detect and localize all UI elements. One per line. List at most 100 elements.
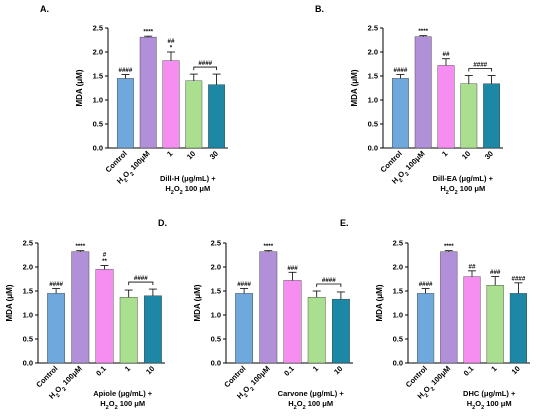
panel-a: A.MDA (μM)0.00.51.01.52.02.5####Control*… [40, 4, 228, 196]
x-axis-title-line2: H2O2 100 μM [440, 184, 485, 196]
y-tick-label: 1.0 [368, 96, 378, 105]
x-axis-title-line2: H2O2 100 μM [288, 399, 333, 411]
bar [391, 78, 409, 149]
x-axis-title-line1: DHC (μg/mL) + [463, 389, 516, 398]
bar [208, 84, 226, 149]
panel-letter: D. [158, 218, 167, 228]
y-tick-label: 0.0 [368, 144, 378, 153]
y-tick-label: 2.5 [393, 239, 403, 248]
y-tick-label: 1.5 [211, 287, 221, 296]
y-tick-label: 2.5 [93, 24, 103, 33]
bar [71, 251, 90, 364]
y-tick-label: 1.5 [93, 72, 103, 81]
significance-bracket [128, 281, 154, 286]
y-axis-title: MDA (μM) [193, 284, 202, 321]
y-tick-label: 0.5 [23, 335, 33, 344]
bar [463, 276, 481, 364]
y-tick-label: 2.5 [211, 239, 221, 248]
panel-letter: B. [315, 4, 324, 14]
y-tick-label: 2.0 [368, 48, 378, 57]
x-tick-label: 10 [460, 149, 472, 161]
y-tick-label: 0.0 [211, 359, 221, 368]
y-tick-label: 1.5 [393, 287, 403, 296]
x-tick-label: 1 [123, 364, 132, 373]
bar [139, 36, 157, 149]
bar [162, 60, 180, 149]
y-tick-label: 1.0 [393, 311, 403, 320]
significance-label: ### [490, 269, 501, 276]
bar [143, 295, 162, 364]
y-tick-label: 2.0 [393, 263, 403, 272]
significance-label: ## [443, 51, 450, 58]
bar [417, 293, 435, 364]
bar [119, 297, 138, 364]
y-tick-label: 0.5 [368, 120, 378, 129]
x-axis-title-line1: Dill-EA (μg/mL) + [433, 174, 494, 183]
x-tick-label: 30 [208, 149, 220, 161]
bar [460, 83, 478, 149]
panel-letter: A. [40, 4, 49, 14]
bracket-label: #### [134, 275, 148, 282]
bar [307, 297, 326, 364]
x-axis-title-line1: Dill-H (μg/mL) + [160, 174, 216, 183]
bar [440, 251, 458, 364]
bar [331, 298, 350, 364]
significance-label: #### [419, 281, 433, 288]
significance-label: #### [512, 275, 526, 282]
y-tick-label: 2.0 [211, 263, 221, 272]
y-axis-title: MDA (μM) [75, 69, 84, 106]
significance-bracket [468, 68, 492, 72]
x-axis-title-line2: H2O2 100 μM [100, 399, 145, 411]
significance-label: **** [263, 243, 273, 250]
y-tick-label: 2.0 [23, 263, 33, 272]
y-tick-label: 1.0 [211, 311, 221, 320]
y-axis-title: MDA (μM) [375, 284, 384, 321]
bar [414, 36, 432, 149]
panel-letter: E. [340, 218, 349, 228]
significance-label: **** [75, 243, 85, 250]
x-tick-label: 10 [144, 364, 156, 376]
y-tick-label: 0.0 [93, 144, 103, 153]
y-tick-label: 0.5 [211, 335, 221, 344]
significance-label: **** [143, 29, 153, 36]
x-axis-title-line2: H2O2 100 μM [467, 399, 512, 411]
y-tick-label: 2.5 [368, 24, 378, 33]
x-tick-label: 0.1 [462, 364, 476, 378]
significance-bracket [316, 283, 342, 287]
bar [116, 78, 134, 149]
x-tick-label: 1 [440, 149, 449, 158]
bar [235, 293, 254, 364]
bracket-label: #### [473, 62, 487, 69]
significance-label: ### [287, 265, 298, 272]
significance-label: #### [119, 67, 133, 74]
x-tick-label: 10 [332, 364, 344, 376]
y-tick-label: 1.5 [23, 287, 33, 296]
significance-label: ** [102, 258, 107, 265]
y-tick-label: 0.5 [93, 120, 103, 129]
bar [95, 269, 114, 364]
significance-label: #### [237, 281, 251, 288]
y-tick-label: 1.0 [93, 96, 103, 105]
y-tick-label: 0.0 [23, 359, 33, 368]
significance-label: #### [394, 67, 408, 74]
bar [283, 280, 302, 364]
bar [437, 65, 455, 149]
bar [259, 251, 278, 364]
y-tick-label: 2.0 [93, 48, 103, 57]
bar [509, 293, 527, 364]
significance-label: * [170, 45, 173, 52]
panel-b: B.MDA (μM)0.00.51.01.52.02.5####Control*… [315, 4, 503, 196]
significance-label: #### [49, 281, 63, 288]
significance-label: **** [444, 243, 454, 250]
x-tick-label: 30 [483, 149, 495, 161]
y-tick-label: 1.5 [368, 72, 378, 81]
bar [185, 80, 203, 149]
bracket-label: #### [322, 277, 336, 284]
y-tick-label: 2.5 [23, 239, 33, 248]
y-tick-label: 0.5 [393, 335, 403, 344]
x-axis-title-line1: Apiole (μg/mL) + [93, 389, 153, 398]
bar [483, 83, 501, 149]
x-tick-label: 10 [510, 364, 522, 376]
y-axis-title: MDA (μM) [5, 284, 14, 321]
